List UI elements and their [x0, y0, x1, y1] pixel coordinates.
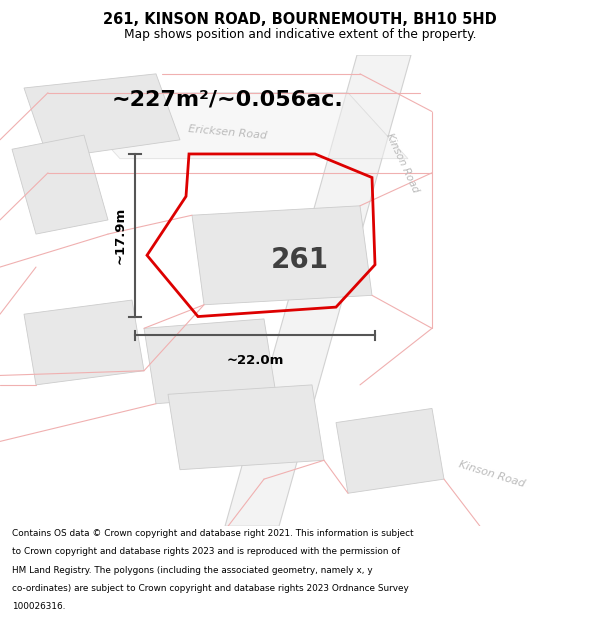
- Text: 261: 261: [271, 246, 329, 274]
- Text: ~22.0m: ~22.0m: [226, 354, 284, 367]
- Text: to Crown copyright and database rights 2023 and is reproduced with the permissio: to Crown copyright and database rights 2…: [12, 548, 400, 556]
- Polygon shape: [12, 135, 108, 234]
- Text: co-ordinates) are subject to Crown copyright and database rights 2023 Ordnance S: co-ordinates) are subject to Crown copyr…: [12, 584, 409, 593]
- Text: HM Land Registry. The polygons (including the associated geometry, namely x, y: HM Land Registry. The polygons (includin…: [12, 566, 373, 575]
- Polygon shape: [336, 409, 444, 493]
- Polygon shape: [225, 55, 411, 526]
- Text: Kinson Road: Kinson Road: [458, 459, 526, 489]
- Text: Map shows position and indicative extent of the property.: Map shows position and indicative extent…: [124, 28, 476, 41]
- Polygon shape: [24, 74, 180, 159]
- Text: Ericksen Road: Ericksen Road: [188, 124, 268, 141]
- Text: 100026316.: 100026316.: [12, 602, 65, 611]
- Polygon shape: [192, 206, 372, 305]
- Polygon shape: [60, 92, 408, 159]
- Text: ~17.9m: ~17.9m: [113, 207, 127, 264]
- Polygon shape: [24, 300, 144, 385]
- Polygon shape: [144, 319, 276, 404]
- Text: Contains OS data © Crown copyright and database right 2021. This information is : Contains OS data © Crown copyright and d…: [12, 529, 413, 538]
- Text: Kinson Road: Kinson Road: [384, 132, 420, 195]
- Text: 261, KINSON ROAD, BOURNEMOUTH, BH10 5HD: 261, KINSON ROAD, BOURNEMOUTH, BH10 5HD: [103, 12, 497, 27]
- Text: ~227m²/~0.056ac.: ~227m²/~0.056ac.: [112, 90, 344, 110]
- Polygon shape: [168, 385, 324, 470]
